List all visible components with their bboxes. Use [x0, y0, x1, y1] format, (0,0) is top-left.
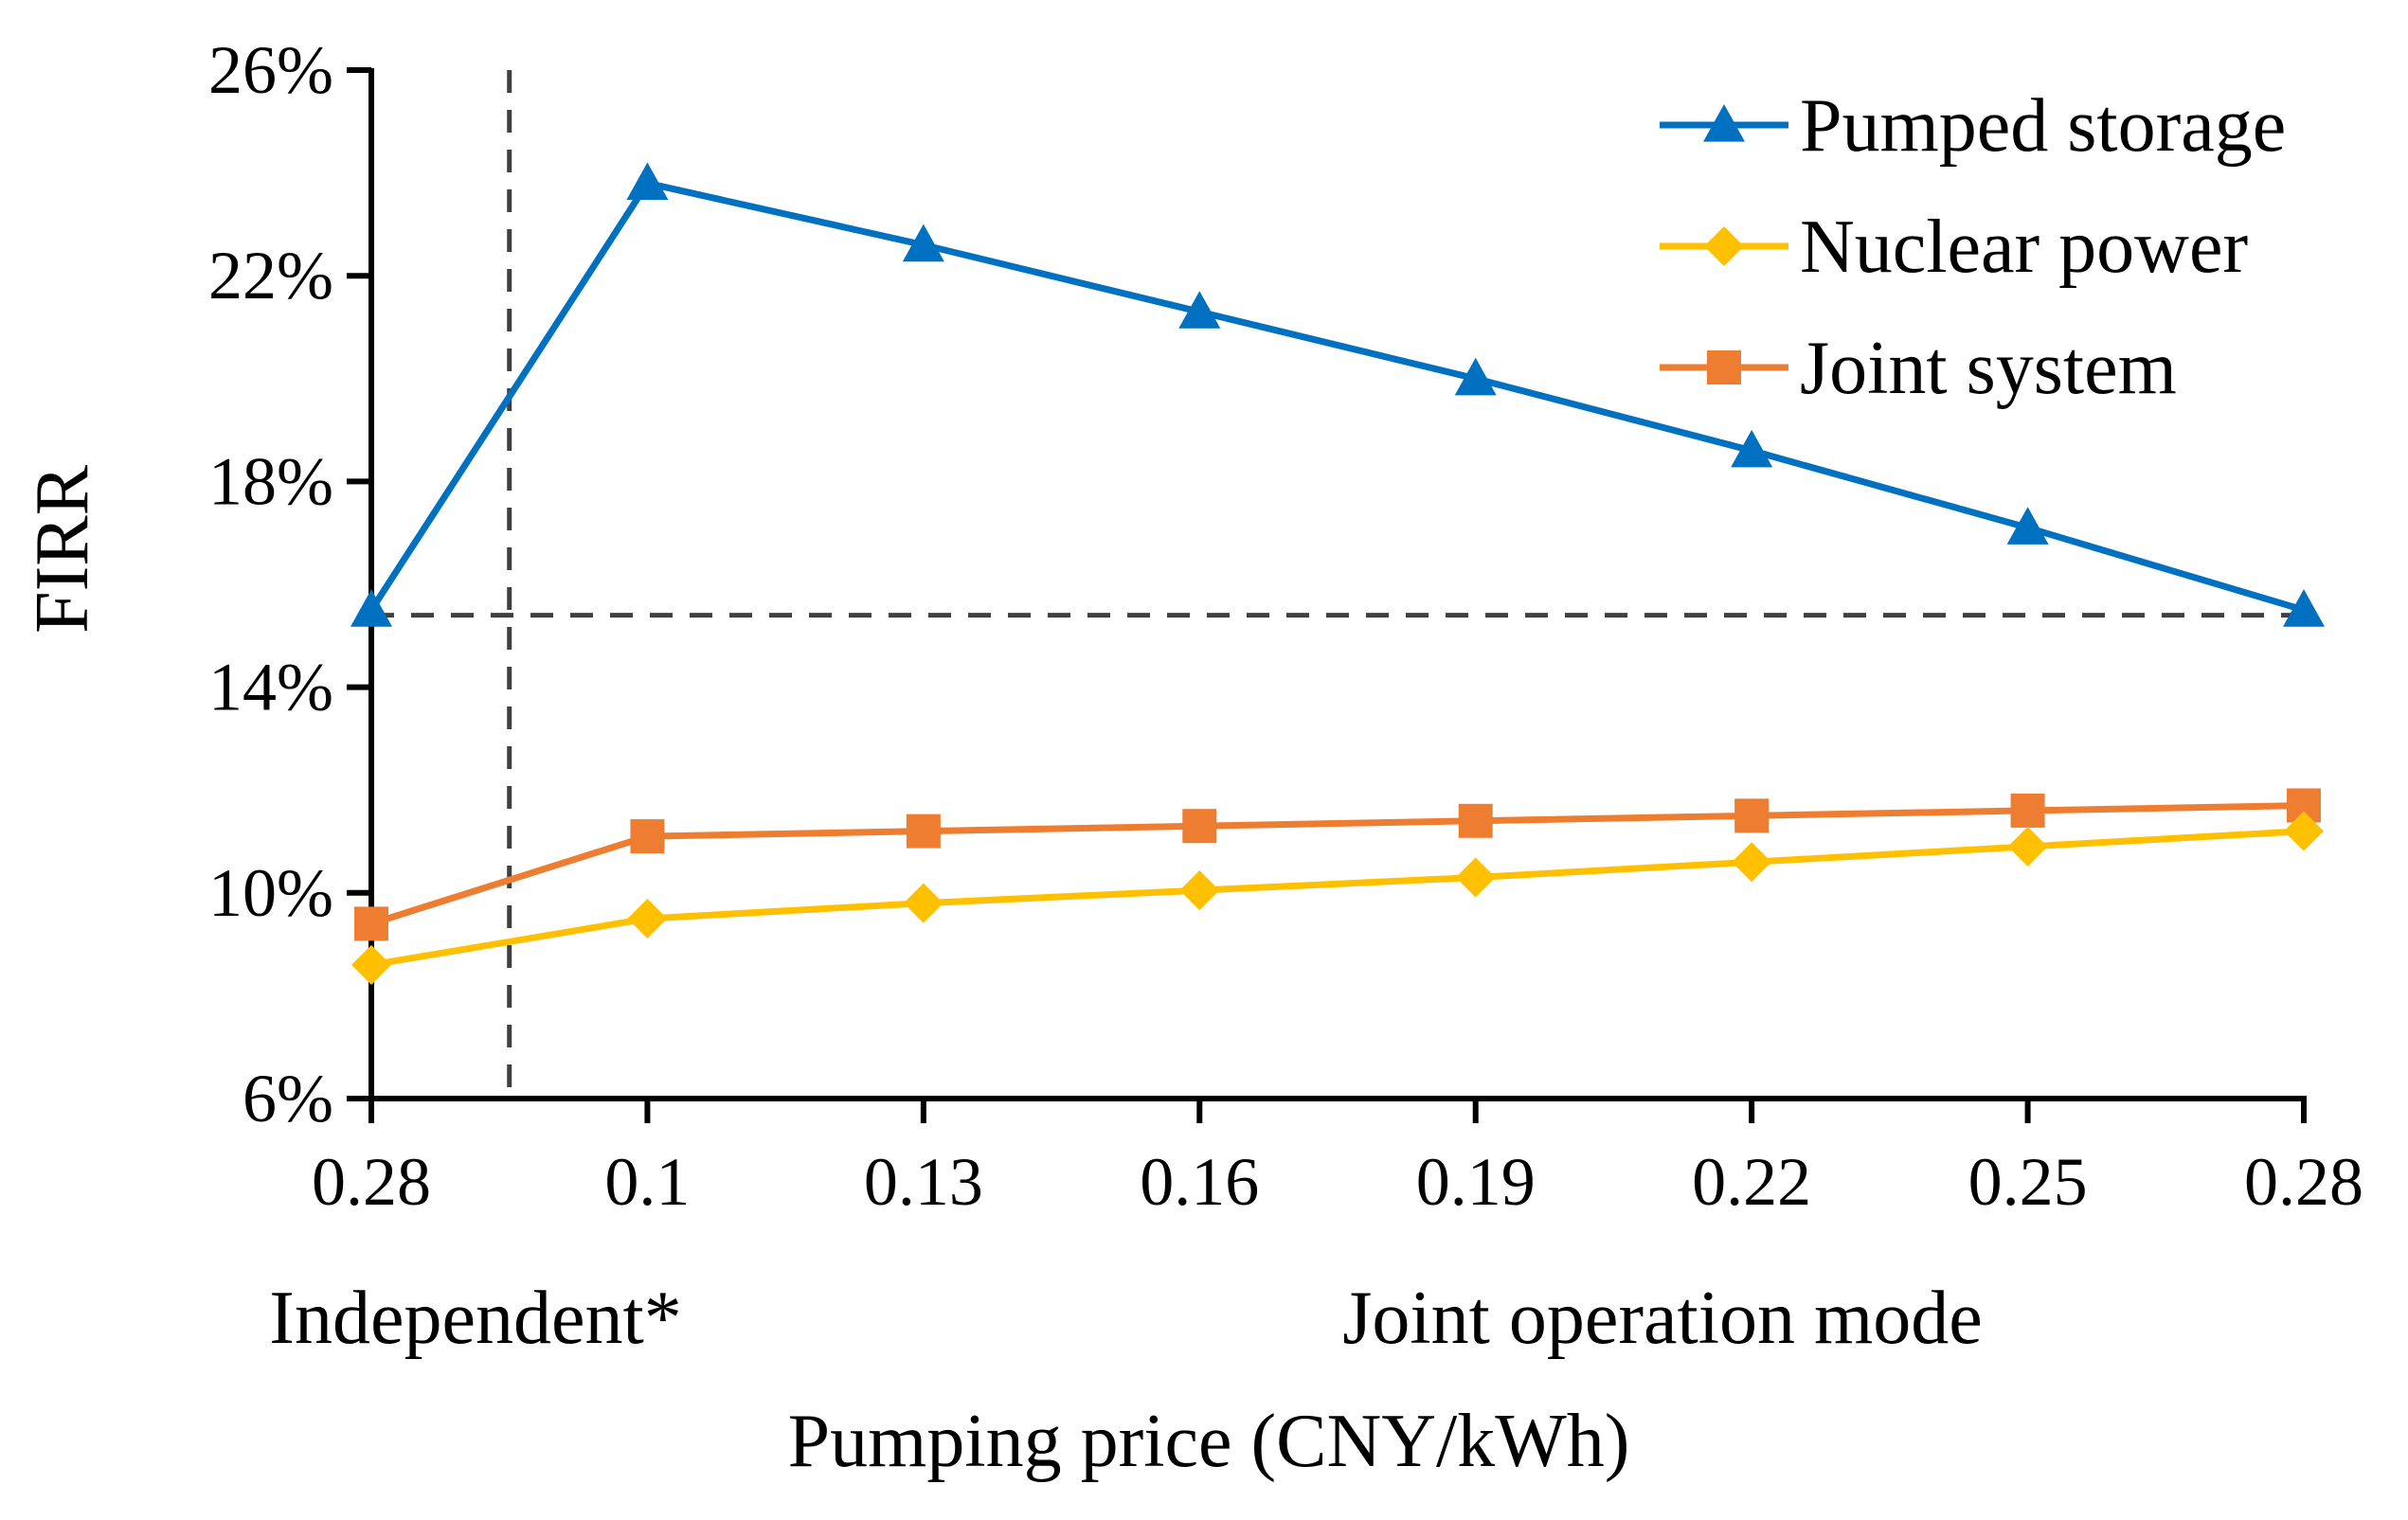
legend-label: Pumped storage — [1800, 84, 2286, 168]
x-axis-title: Pumping price (CNY/kWh) — [788, 1400, 1630, 1483]
point-joint-system — [630, 819, 665, 854]
x-tick-label: 0.22 — [1692, 1144, 1811, 1220]
x-tick-label: 0.19 — [1416, 1144, 1536, 1220]
legend-item-joint-system: Joint system — [1660, 327, 2177, 410]
y-axis-title: FIRR — [21, 464, 104, 633]
x-tick-label: 0.16 — [1140, 1144, 1259, 1220]
legend-item-nuclear-power: Nuclear power — [1660, 206, 2248, 289]
point-joint-system — [906, 814, 941, 849]
series-joint-system — [354, 788, 2321, 941]
series-nuclear-power — [351, 811, 2324, 985]
legend: Pumped storage Nuclear power Joint system — [1660, 84, 2286, 410]
series-line-nuclear-power — [370, 828, 2305, 969]
group-label-independent: Independent* — [269, 1277, 681, 1360]
point-joint-system — [1734, 798, 1770, 833]
x-tick-label: 0.1 — [604, 1144, 690, 1220]
point-pumped-storage — [350, 589, 392, 627]
x-axis-ticks: 0.28 0.1 0.13 0.16 0.19 0.22 0.25 0.28 — [312, 1099, 2363, 1220]
x-tick-label: 0.28 — [2244, 1144, 2363, 1220]
point-nuclear-power — [1732, 842, 1772, 883]
point-joint-system — [354, 906, 388, 941]
point-nuclear-power — [903, 883, 943, 923]
point-nuclear-power — [2007, 826, 2048, 867]
y-tick-label: 22% — [208, 238, 333, 313]
legend-item-pumped-storage: Pumped storage — [1660, 84, 2286, 168]
x-tick-label: 0.25 — [1968, 1144, 2088, 1220]
point-pumped-storage — [1454, 357, 1497, 396]
legend-swatch-marker — [1704, 226, 1744, 266]
point-nuclear-power — [1179, 870, 1220, 911]
y-tick-label: 26% — [208, 32, 333, 108]
series-line-joint-system — [369, 801, 2305, 927]
point-nuclear-power — [627, 898, 668, 939]
y-tick-label: 10% — [208, 855, 333, 931]
reference-lines — [371, 70, 2304, 1099]
point-pumped-storage — [1731, 429, 1773, 468]
x-tick-label: 0.28 — [312, 1144, 431, 1220]
point-nuclear-power — [2284, 811, 2324, 851]
point-pumped-storage — [2006, 507, 2049, 545]
series-layer — [350, 162, 2325, 985]
point-nuclear-power — [351, 944, 391, 985]
x-tick-label: 0.13 — [864, 1144, 983, 1220]
point-nuclear-power — [1455, 857, 1496, 898]
point-pumped-storage — [2283, 589, 2325, 627]
legend-swatch-marker — [1707, 350, 1741, 384]
y-tick-label: 6% — [243, 1061, 333, 1136]
y-tick-label: 14% — [208, 650, 333, 725]
y-axis-ticks: 6% 10% 14% 18% 22% 26% — [208, 32, 371, 1136]
series-line-pumped-storage — [368, 179, 2305, 614]
point-pumped-storage — [1178, 291, 1221, 329]
y-tick-label: 18% — [208, 443, 333, 519]
legend-swatch-marker — [1703, 104, 1745, 142]
point-joint-system — [2010, 793, 2045, 828]
point-pumped-storage — [902, 224, 944, 262]
legend-label: Nuclear power — [1800, 206, 2248, 289]
group-label-joint: Joint operation mode — [1342, 1277, 1982, 1360]
point-joint-system — [1458, 803, 1493, 838]
legend-label: Joint system — [1800, 327, 2177, 410]
point-pumped-storage — [626, 162, 669, 201]
series-pumped-storage — [350, 162, 2325, 627]
point-joint-system — [1182, 809, 1217, 844]
